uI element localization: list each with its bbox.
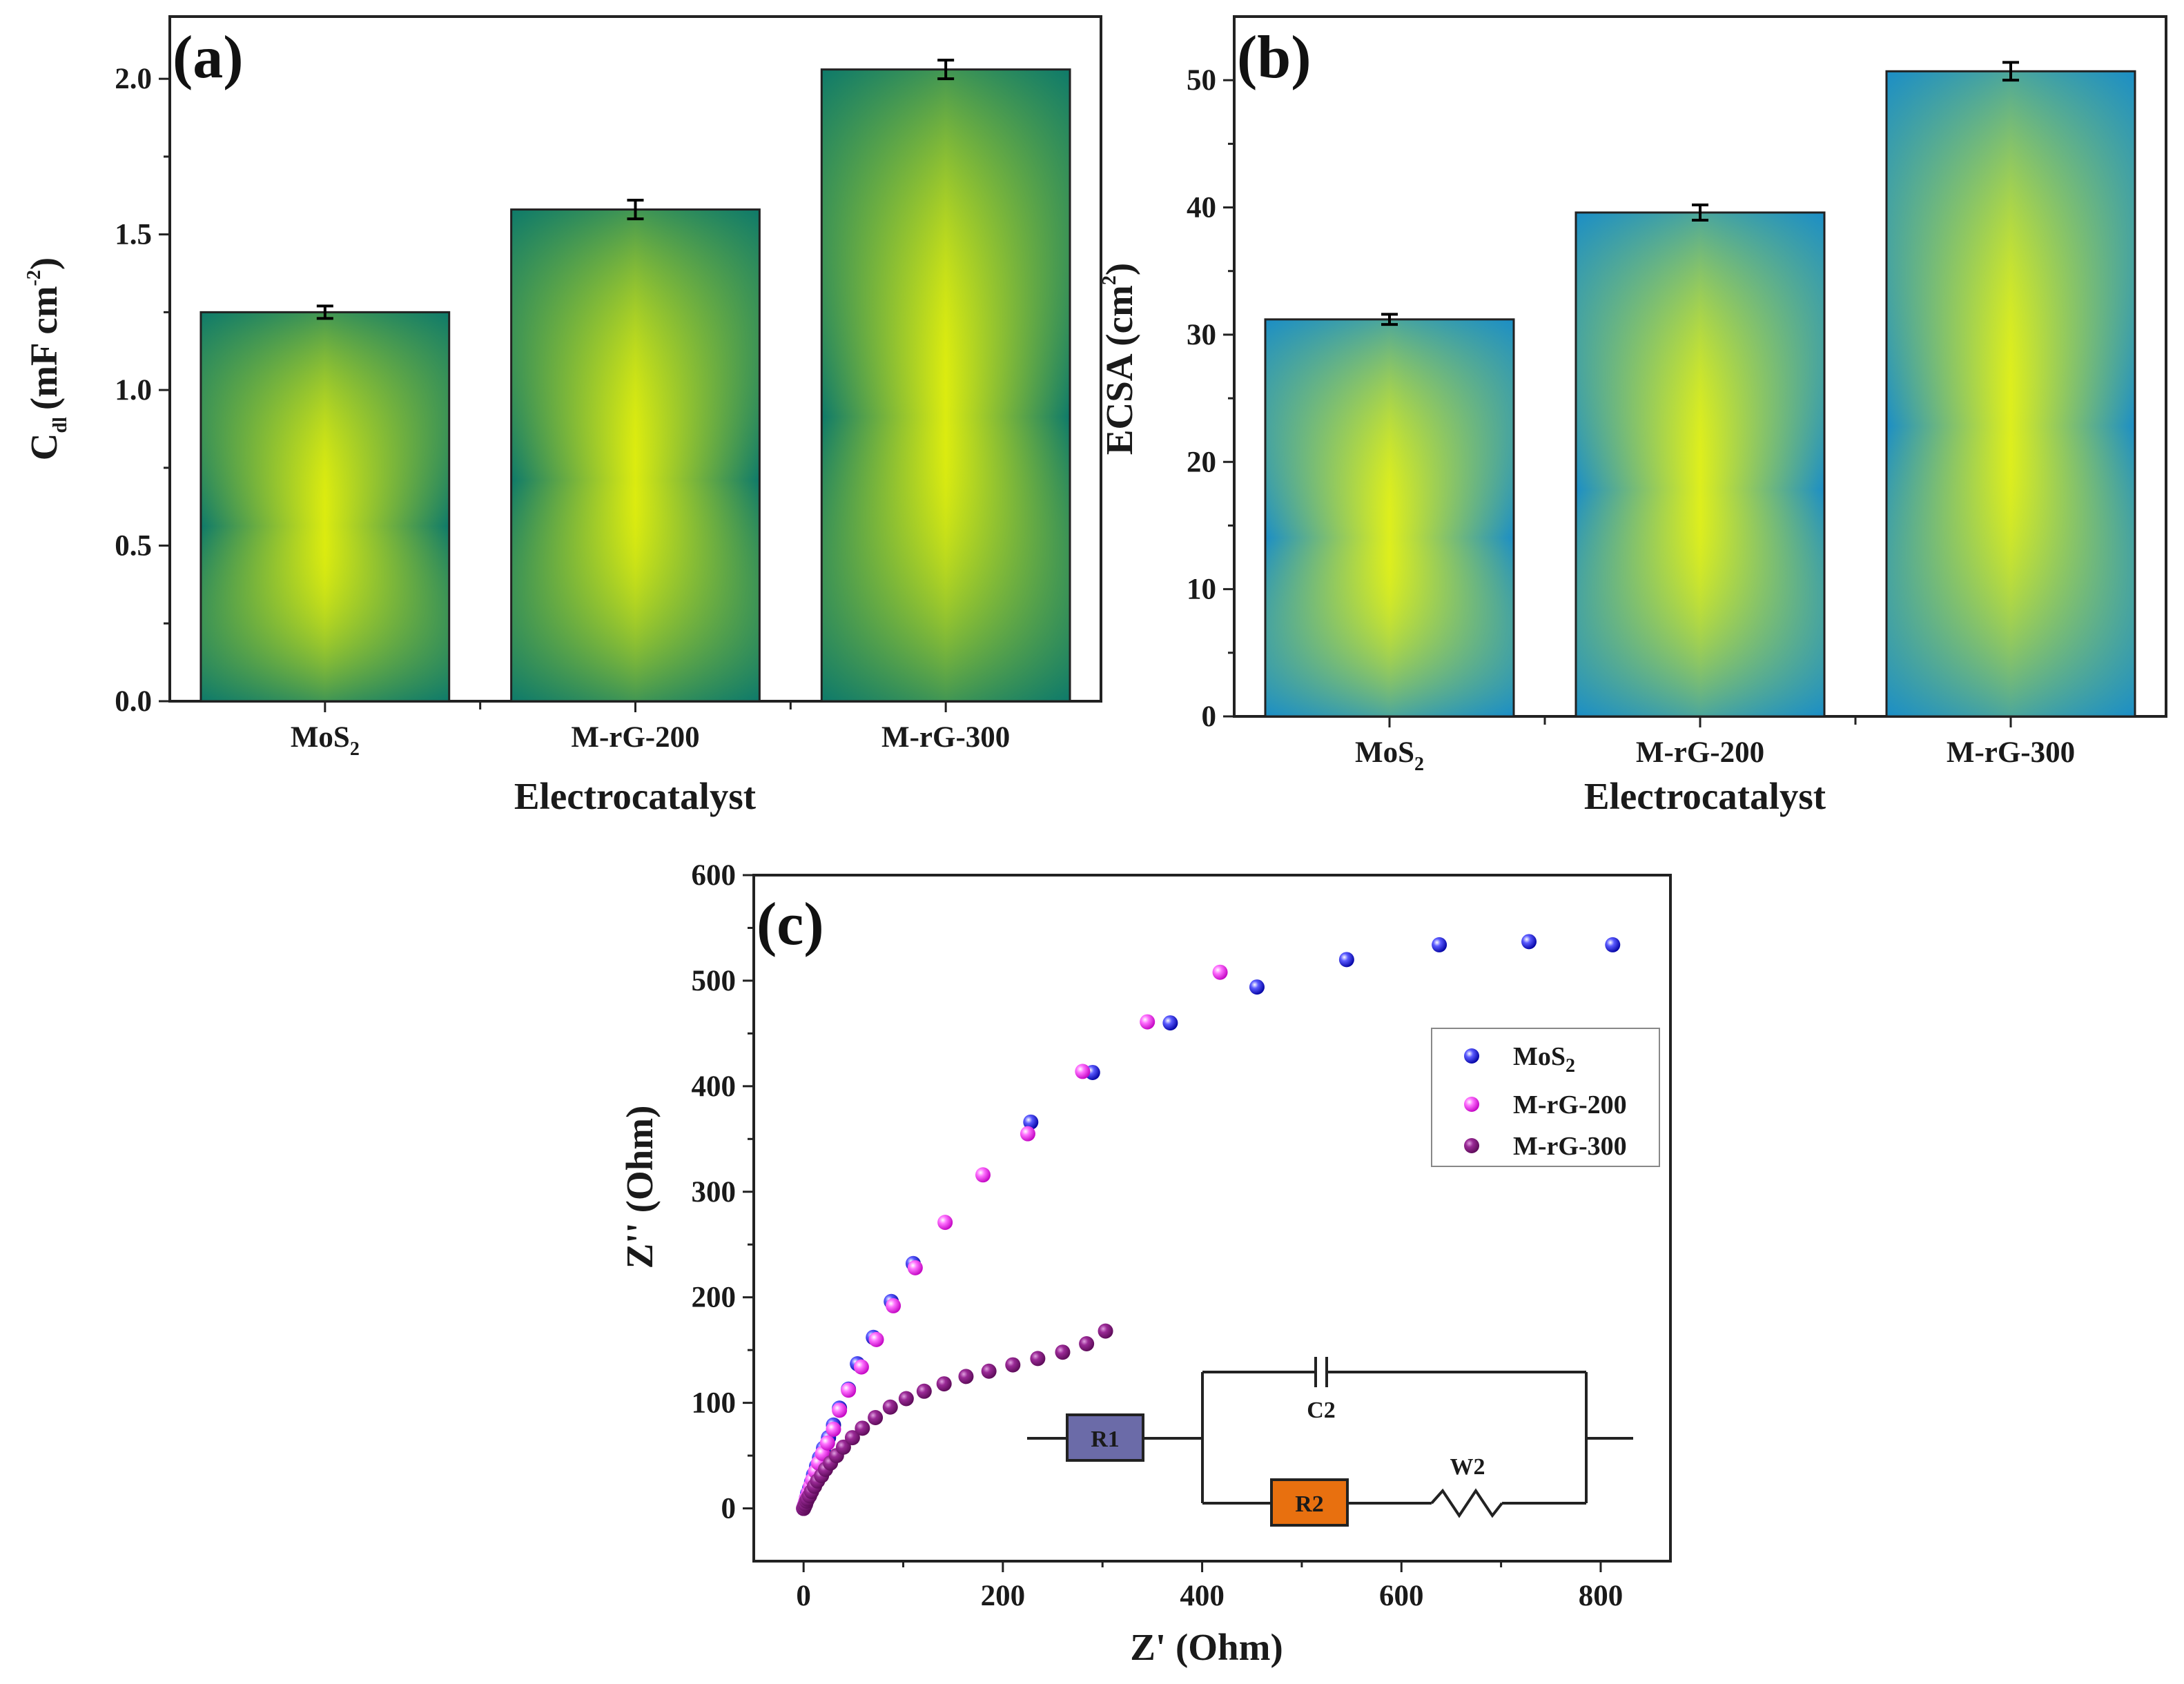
panel-c-xtick-label-1: 200 xyxy=(981,1580,1026,1612)
panel-c-ytick-label-2: 200 xyxy=(692,1282,737,1314)
panel-c-point-mrg300-27 xyxy=(1098,1323,1113,1339)
panel-b-bar-glow-v-1 xyxy=(1576,212,1824,716)
panel-a-bar-glow-v-0 xyxy=(200,312,449,701)
panel-c-point-mos2-26 xyxy=(1605,937,1621,952)
panel-b-xtick-label-0: MoS2 xyxy=(1355,736,1424,775)
panel-b-ytick-label-0: 0 xyxy=(1202,701,1217,733)
legend-label-mrg200: M-rG-200 xyxy=(1513,1090,1627,1119)
panel-b-bar-glow-v-2 xyxy=(1886,71,2135,716)
panel-c-ylabel: Z'' (Ohm) xyxy=(618,1106,661,1269)
panel-b-ytick-label-4: 40 xyxy=(1187,192,1216,224)
panel-c-xlabel: Z' (Ohm) xyxy=(1130,1626,1283,1668)
panel-c-point-mrg300-25 xyxy=(1055,1344,1071,1360)
circuit-label-c2: C2 xyxy=(1307,1398,1336,1423)
panel-a-xtick-label-2: M-rG-300 xyxy=(881,721,1010,754)
panel-a-ytick-label-2: 1.0 xyxy=(115,374,152,407)
legend-marker-mos2 xyxy=(1464,1048,1479,1064)
panel-c-point-mrg200-16 xyxy=(886,1298,901,1313)
circuit-r1 xyxy=(1066,1413,1144,1462)
panel-a-bar-chart: (a) 0.0 0.5 1.0 1.5 2.0 MoS2 M-rG-200 M-rG-300… xyxy=(23,15,1102,817)
panel-c-point-mos2-25 xyxy=(1521,934,1537,950)
circuit-label-w2: W2 xyxy=(1450,1454,1485,1480)
panel-c-point-mos2-19 xyxy=(1023,1114,1039,1130)
panel-c-label: (c) xyxy=(757,891,824,958)
panel-c-ytick-label-4: 400 xyxy=(692,1070,737,1103)
panel-c-point-mrg200-14 xyxy=(853,1359,869,1375)
panel-c-point-mrg300-24 xyxy=(1030,1351,1046,1367)
legend-label-mos2: MoS2 xyxy=(1513,1042,1575,1077)
panel-a-bar-glow-v-2 xyxy=(821,69,1071,702)
panel-c-point-mos2-23 xyxy=(1338,952,1354,968)
panel-a-ytick-label-0: 0.0 xyxy=(115,685,152,718)
panel-c-legend: MoS2 M-rG-200 M-rG-300 xyxy=(1431,1028,1660,1167)
panel-c-ytick-label-0: 0 xyxy=(721,1493,737,1525)
panel-b-ytick-label-2: 20 xyxy=(1187,446,1216,478)
panel-c-ytick-label-3: 300 xyxy=(692,1176,737,1208)
panel-c-point-mrg200-19 xyxy=(975,1167,991,1183)
panel-c-point-mrg300-15 xyxy=(855,1420,870,1436)
panel-c-point-mrg200-17 xyxy=(907,1260,923,1275)
panel-c-point-mrg300-21 xyxy=(958,1369,974,1384)
panel-c-point-mos2-21 xyxy=(1162,1015,1178,1031)
panel-c-point-mrg300-19 xyxy=(916,1383,932,1399)
panel-c-point-mrg200-22 xyxy=(1140,1014,1156,1030)
panel-c-point-mrg300-26 xyxy=(1079,1335,1095,1351)
panel-b-ytick-label-1: 10 xyxy=(1187,574,1216,606)
circuit-w2 xyxy=(1430,1488,1503,1518)
panel-c-xtick-label-3: 600 xyxy=(1379,1580,1424,1612)
panel-b-bar-chart: (b) 0 10 20 30 40 50 MoS2 M-rG-200 M-rG-300 Ele… xyxy=(1098,15,2167,817)
equivalent-circuit xyxy=(1027,1357,1633,1527)
panel-c-ytick-label-6: 600 xyxy=(692,859,737,892)
panel-a-bar-glow-v-1 xyxy=(511,209,760,702)
panel-c-point-mrg300-23 xyxy=(1005,1357,1021,1373)
panel-c-point-mrg200-12 xyxy=(832,1402,848,1418)
panel-b-label: (b) xyxy=(1237,24,1312,91)
panel-a-ylabel: Cdl(mF cm-2) xyxy=(23,257,71,460)
panel-a-xtick-label-1: M-rG-200 xyxy=(571,721,699,754)
panel-b-ytick-label-5: 50 xyxy=(1187,64,1216,97)
panel-a-xtick-label-0: MoS2 xyxy=(291,721,360,760)
panel-b-xtick-label-2: M-rG-300 xyxy=(1947,736,2075,769)
panel-c-frame xyxy=(752,874,1672,1563)
panel-c-point-mrg200-10 xyxy=(819,1435,835,1451)
panel-c-xtick-label-2: 400 xyxy=(1180,1580,1225,1612)
legend-label-mrg300: M-rG-300 xyxy=(1513,1132,1627,1161)
panel-c-point-mrg300-20 xyxy=(936,1376,952,1392)
panel-c-point-mrg200-13 xyxy=(841,1382,857,1398)
panel-b-ytick-label-3: 30 xyxy=(1187,319,1216,351)
panel-b-xlabel: Electrocatalyst xyxy=(1584,775,1826,817)
panel-c-point-mrg300-18 xyxy=(898,1391,914,1407)
panel-c-point-mrg300-22 xyxy=(981,1363,997,1379)
circuit-label-r1: R1 xyxy=(1091,1427,1120,1452)
legend-marker-mrg200 xyxy=(1464,1097,1479,1112)
panel-c-point-mrg200-21 xyxy=(1075,1064,1091,1079)
circuit-label-r2: R2 xyxy=(1295,1491,1324,1517)
panel-a-label: (a) xyxy=(173,24,244,91)
panel-c-ytick-label-5: 500 xyxy=(692,965,737,997)
panel-a-ytick-label-4: 2.0 xyxy=(115,63,152,95)
panel-c-point-mrg200-15 xyxy=(868,1331,884,1347)
panel-c-point-mos2-22 xyxy=(1249,979,1265,995)
panel-c-ytick-label-1: 100 xyxy=(692,1387,737,1420)
panel-a-ytick-label-3: 1.5 xyxy=(115,219,152,251)
panel-a-xlabel: Electrocatalyst xyxy=(514,775,757,817)
panel-c-point-mrg200-18 xyxy=(937,1215,953,1231)
panel-b-bar-glow-v-0 xyxy=(1265,319,1514,716)
panel-a-ytick-label-1: 0.5 xyxy=(115,530,152,562)
panel-b-xtick-label-1: M-rG-200 xyxy=(1636,736,1764,769)
panel-c-point-mrg300-13 xyxy=(835,1439,851,1455)
panel-c-xtick-label-0: 0 xyxy=(796,1580,811,1612)
panel-c-point-mos2-24 xyxy=(1432,937,1447,952)
panel-c-point-mrg200-20 xyxy=(1020,1126,1035,1142)
panel-c-xtick-label-4: 800 xyxy=(1579,1580,1624,1612)
panel-c-point-mrg300-16 xyxy=(868,1410,884,1426)
panel-b-ylabel: ECSA (cm2) xyxy=(1098,263,1140,455)
panel-c-nyquist-plot: (c) 0 100 200 300 400 500 600 0 200 400 600 800 Z'… xyxy=(618,859,1672,1668)
panel-c-point-mrg200-23 xyxy=(1212,964,1228,980)
panel-c-point-mrg200-11 xyxy=(826,1421,841,1437)
panel-c-point-mrg300-14 xyxy=(844,1430,860,1446)
panel-c-point-mrg300-17 xyxy=(882,1399,898,1415)
legend-marker-mrg300 xyxy=(1464,1138,1479,1153)
